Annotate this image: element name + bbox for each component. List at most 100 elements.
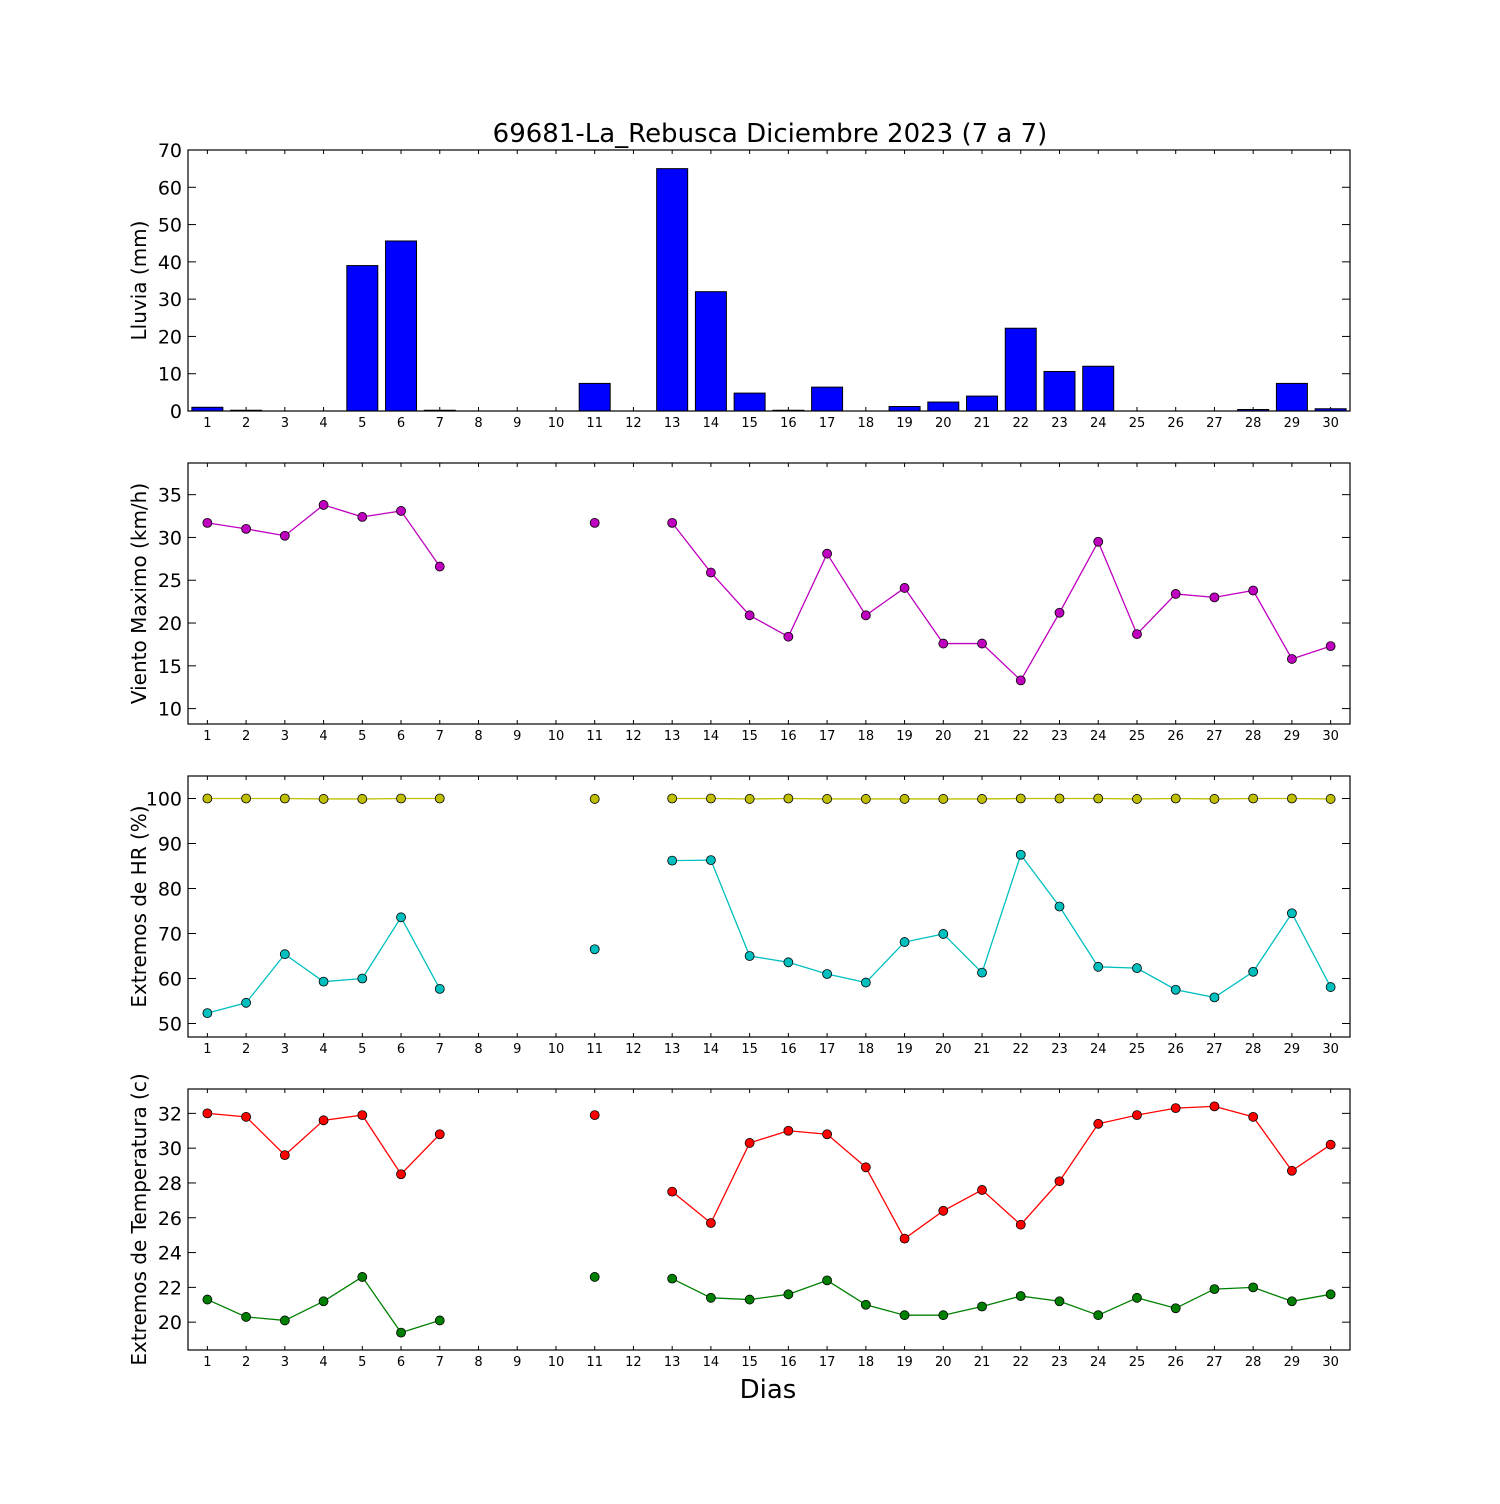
data-point-temp-max — [1132, 1111, 1141, 1120]
data-point-wind — [319, 500, 328, 509]
data-point-hr-max — [1132, 794, 1141, 803]
data-point-hr-max — [1016, 794, 1025, 803]
data-point-temp-min — [706, 1293, 715, 1302]
data-point-hr-min — [590, 945, 599, 954]
x-tick-label-hr: 27 — [1206, 1042, 1223, 1057]
x-tick-label-hr: 4 — [319, 1042, 327, 1057]
bar-rain — [1005, 328, 1036, 411]
data-point-temp-max — [1094, 1119, 1103, 1128]
data-point-hr-min — [1171, 985, 1180, 994]
data-point-temp-max — [1055, 1177, 1064, 1186]
x-tick-label-wind: 5 — [358, 729, 366, 744]
x-tick-label-temp: 25 — [1129, 1355, 1146, 1370]
x-tick-label-temp: 7 — [436, 1355, 444, 1370]
data-point-temp-max — [397, 1170, 406, 1179]
y-tick-label-hr: 70 — [158, 924, 182, 946]
x-tick-label-rain: 30 — [1322, 416, 1339, 431]
data-point-wind — [745, 611, 754, 620]
x-tick-label-hr: 20 — [935, 1042, 952, 1057]
y-tick-label-temp: 28 — [158, 1173, 182, 1195]
data-point-wind — [435, 562, 444, 571]
x-tick-label-temp: 2 — [242, 1355, 250, 1370]
x-tick-label-wind: 20 — [935, 729, 952, 744]
data-point-temp-min — [1249, 1283, 1258, 1292]
x-tick-label-temp: 3 — [281, 1355, 289, 1370]
data-point-temp-min — [435, 1316, 444, 1325]
data-point-temp-min — [823, 1276, 832, 1285]
y-tick-label-rain: 0 — [170, 401, 182, 423]
x-tick-label-rain: 27 — [1206, 416, 1223, 431]
data-point-hr-min — [1094, 962, 1103, 971]
x-tick-label-rain: 22 — [1012, 416, 1029, 431]
series-line-hr-min — [207, 917, 439, 1013]
data-point-temp-max — [861, 1163, 870, 1172]
x-tick-label-rain: 14 — [703, 416, 720, 431]
data-point-hr-min — [823, 970, 832, 979]
data-point-temp-min — [861, 1300, 870, 1309]
y-tick-label-rain: 40 — [158, 252, 182, 274]
data-point-hr-min — [358, 974, 367, 983]
y-tick-label-rain: 70 — [158, 140, 182, 162]
x-tick-label-wind: 4 — [319, 729, 327, 744]
x-tick-label-rain: 8 — [474, 416, 482, 431]
data-point-temp-max — [1287, 1166, 1296, 1175]
x-tick-label-wind: 22 — [1012, 729, 1029, 744]
data-point-temp-min — [978, 1302, 987, 1311]
data-point-temp-min — [939, 1311, 948, 1320]
data-point-hr-max — [203, 794, 212, 803]
data-point-wind — [280, 531, 289, 540]
y-tick-label-rain: 10 — [158, 364, 182, 386]
x-tick-label-rain: 3 — [281, 416, 289, 431]
x-tick-label-wind: 8 — [474, 729, 482, 744]
bar-rain — [657, 169, 688, 411]
y-tick-label-hr: 60 — [158, 969, 182, 991]
data-point-temp-min — [1287, 1297, 1296, 1306]
y-tick-label-rain: 20 — [158, 326, 182, 348]
x-tick-label-rain: 29 — [1284, 416, 1301, 431]
x-tick-label-wind: 11 — [586, 729, 603, 744]
data-point-hr-max — [900, 794, 909, 803]
data-point-temp-max — [280, 1151, 289, 1160]
x-tick-label-wind: 27 — [1206, 729, 1223, 744]
x-tick-label-temp: 16 — [780, 1355, 797, 1370]
x-tick-label-wind: 14 — [703, 729, 720, 744]
y-tick-label-temp: 22 — [158, 1277, 182, 1299]
data-point-temp-min — [900, 1311, 909, 1320]
data-point-temp-min — [1016, 1292, 1025, 1301]
data-point-temp-min — [397, 1328, 406, 1337]
y-axis-label-hr: Extremos de HR (%) — [127, 805, 151, 1007]
y-tick-label-hr: 80 — [158, 879, 182, 901]
data-point-hr-max — [668, 794, 677, 803]
y-tick-label-hr: 90 — [158, 834, 182, 856]
data-point-temp-min — [280, 1316, 289, 1325]
data-point-hr-min — [1132, 964, 1141, 973]
data-point-wind — [203, 518, 212, 527]
x-tick-label-wind: 19 — [896, 729, 913, 744]
x-tick-label-rain: 17 — [819, 416, 836, 431]
y-tick-label-wind: 35 — [158, 485, 182, 507]
bar-rain — [928, 402, 959, 411]
x-tick-label-hr: 13 — [664, 1042, 681, 1057]
x-tick-label-hr: 12 — [625, 1042, 642, 1057]
y-tick-label-hr: 50 — [158, 1014, 182, 1036]
series-line-wind — [207, 505, 439, 567]
x-tick-label-temp: 1 — [203, 1355, 211, 1370]
data-point-hr-max — [1326, 794, 1335, 803]
x-tick-label-wind: 6 — [397, 729, 405, 744]
x-tick-label-temp: 12 — [625, 1355, 642, 1370]
data-point-temp-min — [203, 1295, 212, 1304]
data-point-hr-min — [1055, 902, 1064, 911]
data-point-temp-min — [319, 1297, 328, 1306]
x-tick-label-rain: 7 — [436, 416, 444, 431]
x-tick-label-hr: 9 — [513, 1042, 521, 1057]
x-tick-label-rain: 16 — [780, 416, 797, 431]
x-tick-label-temp: 13 — [664, 1355, 681, 1370]
x-tick-label-rain: 1 — [203, 416, 211, 431]
x-tick-label-wind: 29 — [1284, 729, 1301, 744]
data-point-temp-min — [242, 1312, 251, 1321]
x-tick-label-rain: 21 — [974, 416, 991, 431]
data-point-hr-min — [242, 998, 251, 1007]
bar-rain — [734, 393, 765, 411]
y-tick-label-rain: 30 — [158, 289, 182, 311]
x-tick-label-rain: 6 — [397, 416, 405, 431]
